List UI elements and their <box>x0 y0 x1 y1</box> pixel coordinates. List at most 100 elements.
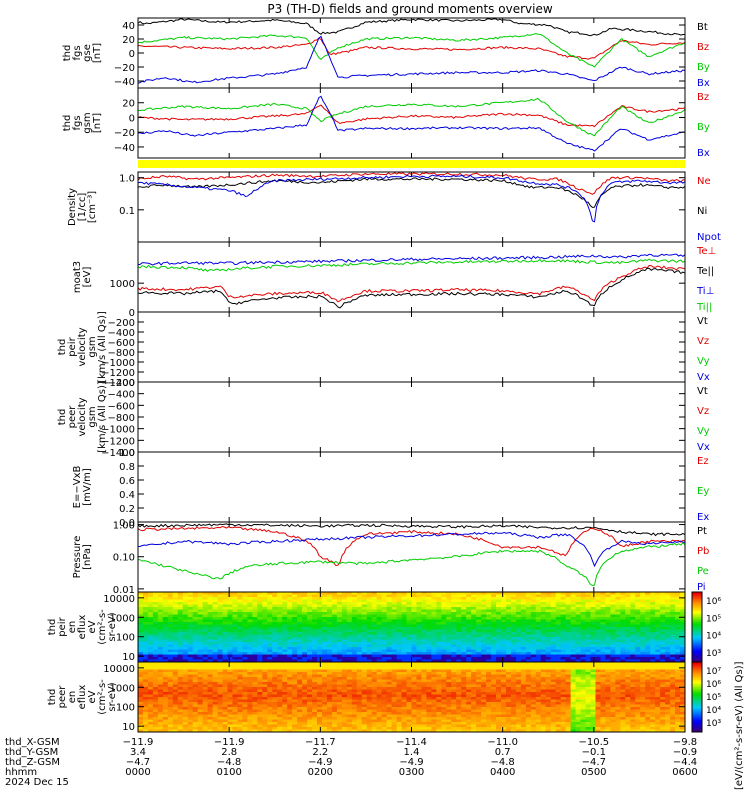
y-axis-label: [nT] <box>92 43 103 63</box>
ephemeris-value: −9.8 <box>673 737 697 748</box>
y-tick-label: 0.4 <box>119 490 135 501</box>
y-axis-label: thd <box>47 619 58 636</box>
y-tick-label: 0.8 <box>119 462 135 473</box>
colorbar-cell <box>692 716 702 719</box>
y-tick-label: −400 <box>108 328 135 339</box>
colorbar-cell <box>692 597 702 600</box>
y-axis-label: eflux <box>77 615 88 640</box>
colorbar-cell <box>692 599 702 602</box>
colorbar-cell <box>692 625 702 628</box>
ephemeris-value: 2.2 <box>312 747 328 758</box>
ephemeris-value: −11.7 <box>305 737 336 748</box>
y-tick-label: 1.0 <box>119 448 135 459</box>
y-tick-label: −20 <box>114 128 135 139</box>
y-tick-label: 100 <box>116 633 135 644</box>
y-axis-label: thd <box>47 689 58 706</box>
y-tick-label: 0.2 <box>119 504 135 515</box>
panel-density: 0.1 1.0 Density [1/cc] [cm⁻³] Ne Ni Npot <box>67 171 721 243</box>
legend-entry: Ti⊥ <box>696 286 714 297</box>
colorbar-cell <box>692 635 702 638</box>
ephemeris-value: 2.8 <box>221 747 237 758</box>
ephemeris-value: −4.9 <box>399 757 423 768</box>
y-axis-label: thd <box>57 339 68 356</box>
y-tick-label: −200 <box>108 318 135 329</box>
colorbar-cell <box>692 642 702 645</box>
y-axis-label: gsm <box>82 112 93 133</box>
y-tick-label: −800 <box>108 348 135 359</box>
ephemeris-value: 0100 <box>216 767 241 778</box>
y-tick-label: 1000 <box>110 279 135 290</box>
legend-entry: Ti|| <box>696 302 712 313</box>
colorbar-cell <box>692 595 702 598</box>
legend-entry: Ex <box>697 512 709 523</box>
colorbar-cell <box>692 726 702 729</box>
y-axis-label: thd <box>62 45 73 62</box>
series-line-density-1 <box>138 177 685 208</box>
colorbars: 10³ 10⁴ 10⁵ 10⁶ 10³ 10⁴ 10⁵ 10⁶ 10⁷ <box>691 591 721 733</box>
colorbar-cell <box>692 718 702 721</box>
legend-entry: By <box>697 122 710 133</box>
legend-entry: Pe <box>697 566 709 577</box>
colorbar-cell <box>692 725 702 728</box>
colorbar-cell <box>692 693 702 696</box>
ephemeris-value: −4.8 <box>491 757 515 768</box>
ephemeris-value: −10.5 <box>579 737 610 748</box>
colorbar-cell <box>692 683 702 686</box>
legend-entry: Ni <box>697 206 707 217</box>
colorbar-cell <box>692 676 702 679</box>
spectrogram-peer_spec <box>138 662 685 732</box>
ephemeris-value: −11.0 <box>487 737 518 748</box>
colorbar-cell <box>692 674 702 677</box>
ephemeris-value: −4.4 <box>673 757 697 768</box>
colorbar-cell <box>692 723 702 726</box>
legend-entry: Ez <box>697 456 709 467</box>
colorbar-cell <box>692 609 702 612</box>
y-axis-label: sr-eV) <box>107 682 118 711</box>
colorbar-cell <box>692 613 702 616</box>
y-axis-label: en <box>67 691 78 704</box>
ephemeris-value: 0500 <box>581 767 606 778</box>
colorbar-cell <box>692 697 702 700</box>
y-tick-label: −40 <box>114 77 135 88</box>
colorbar-cell <box>692 637 702 640</box>
legend-entry: Te⊥ <box>696 246 716 257</box>
ephemeris-value: −11.9 <box>123 737 154 748</box>
ephemeris-value: −0.9 <box>673 747 697 758</box>
colorbar-cell <box>692 679 702 682</box>
colorbar-tick-label: 10⁴ <box>706 632 721 642</box>
colorbar-cell <box>692 658 702 661</box>
panel-temps: 1000 moat3 [eV] Te⊥ Te|| Ti⊥ Ti|| <box>72 241 716 313</box>
y-axis-label: [cm⁻³] <box>87 191 98 223</box>
colorbar-cell <box>692 623 702 626</box>
series-line-fgs_gsm-1 <box>138 97 685 137</box>
legend-entry: Ne <box>697 176 711 187</box>
legend-entry: Vz <box>697 406 709 417</box>
y-tick-label: 0.1 <box>119 206 135 217</box>
colorbar-cell <box>692 712 702 715</box>
legend-entry: Pi <box>697 582 706 593</box>
ephemeris-value: 0200 <box>308 767 333 778</box>
legend-entry: Vy <box>697 426 710 437</box>
colorbar-cell <box>692 719 702 722</box>
y-axis-label: velocity <box>77 397 88 436</box>
legend-entry: Vx <box>697 442 710 453</box>
legend-entry: Te|| <box>696 266 714 277</box>
series-line-fgs_gsm-0 <box>138 104 685 128</box>
colorbar-cell <box>692 630 702 633</box>
legend-entry: Bt <box>697 22 708 33</box>
colorbar-cell <box>692 669 702 672</box>
panel-frame <box>137 311 686 383</box>
colorbar-tick-label: 10⁴ <box>706 706 721 716</box>
colorbar-cell <box>692 707 702 710</box>
ephemeris-row-label: thd_Y-GSM <box>5 747 58 758</box>
colorbar-cell <box>692 730 702 733</box>
ephemeris-value: −4.7 <box>126 757 150 768</box>
y-axis-label: fgs <box>72 115 83 130</box>
colorbar-cell <box>692 656 702 659</box>
colorbar-cell <box>692 672 702 675</box>
series-line-temps-1 <box>138 258 685 272</box>
ephemeris-value: −4.7 <box>582 757 606 768</box>
series-line-fgs_gse-3 <box>138 35 685 84</box>
